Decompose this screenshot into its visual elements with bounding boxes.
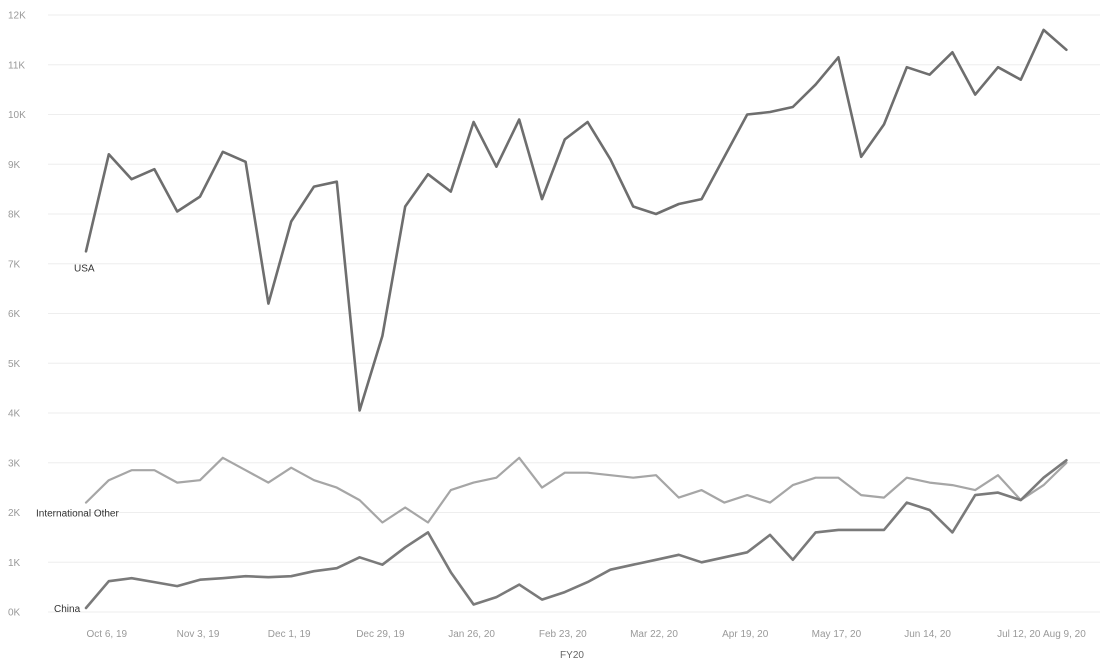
x-tick-label: May 17, 20 [812,629,862,640]
y-tick-label: 1K [8,558,21,569]
x-tick-label: Dec 29, 19 [356,629,405,640]
x-axis: Oct 6, 19 Nov 3, 19 Dec 1, 19 Dec 29, 19 Jan… [87,629,1087,640]
y-tick-label: 3K [8,458,21,469]
series-line-usa [84,28,1068,412]
y-tick-label: 6K [8,309,21,320]
x-tick-label: Mar 22, 20 [630,629,678,640]
x-tick-label: Oct 6, 19 [87,629,128,640]
x-tick-label: Dec 1, 19 [268,629,311,640]
y-tick-label: 10K [8,110,26,121]
y-tick-label: 8K [8,210,21,221]
y-tick-label: 4K [8,409,21,420]
y-tick-label: 2K [8,508,21,519]
x-tick-label: Jan 26, 20 [448,629,495,640]
series-line-china [84,458,1068,610]
y-tick-label: 9K [8,160,21,171]
y-tick-label: 0K [8,608,21,619]
series-label: USA [74,263,95,274]
x-tick-label: Aug 9, 20 [1043,629,1086,640]
y-tick-label: 12K [8,11,26,22]
series-label: China [54,604,81,615]
x-tick-label: Feb 23, 20 [539,629,587,640]
series-label: International Other [36,509,119,520]
series-lines [84,28,1068,610]
x-tick-label: Apr 19, 20 [722,629,769,640]
gridlines [48,14,1100,613]
y-tick-label: 11K [8,60,25,71]
y-axis: 0K 1K 2K 3K 4K 5K 6K 7K 8K 9K 10K 11K 12K [8,11,26,619]
x-tick-label: Jul 12, 20 [997,629,1041,640]
y-tick-label: 7K [8,259,21,270]
x-axis-title: FY20 [560,650,584,661]
series-line-international-other [84,456,1068,524]
x-tick-label: Jun 14, 20 [904,629,951,640]
y-tick-label: 5K [8,359,21,370]
x-tick-label: Nov 3, 19 [177,629,220,640]
series-labels: USA International Other China [36,263,119,615]
